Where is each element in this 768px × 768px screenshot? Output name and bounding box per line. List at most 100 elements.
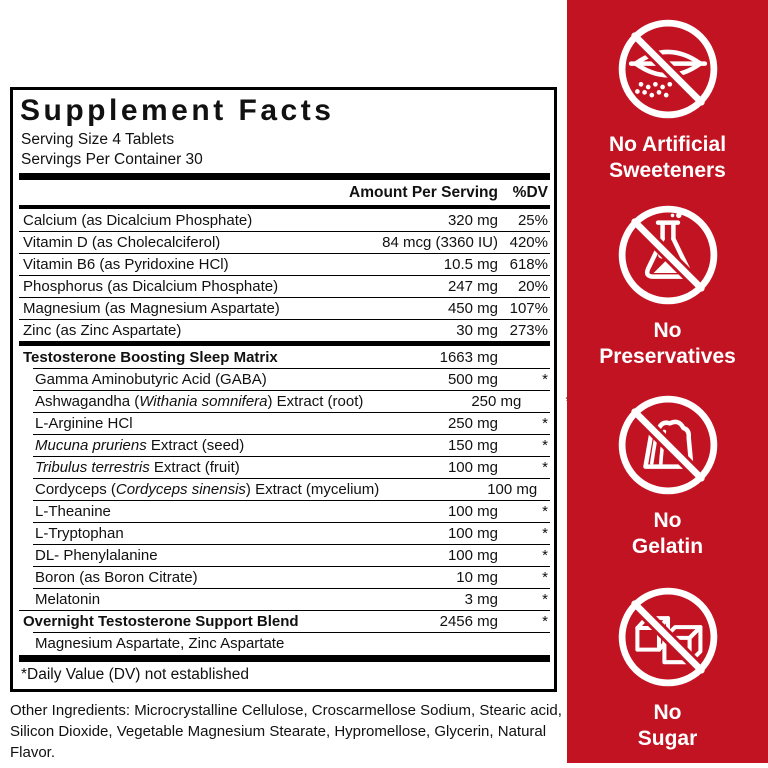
header-divider bbox=[19, 205, 550, 209]
footnote-divider bbox=[19, 655, 550, 662]
amount-value: 100 mg bbox=[447, 458, 498, 476]
dv-value: * bbox=[521, 393, 573, 410]
supplement-facts-panel: Supplement Facts Serving Size 4 Tablets … bbox=[10, 87, 587, 763]
ingredient-name: Tribulus terrestris Extract (fruit) bbox=[35, 458, 240, 476]
ingredient-name: Testosterone Boosting Sleep Matrix bbox=[23, 348, 278, 366]
table-row: DL- Phenylalanine 100 mg * bbox=[19, 544, 550, 566]
ingredient-name: Magnesium Aspartate, Zinc Aspartate bbox=[35, 634, 285, 652]
ingredient-name: Ashwagandha (Withania somnifera) Extract… bbox=[35, 392, 364, 410]
dv-value: 618% bbox=[509, 255, 548, 273]
servings-per-container: Servings Per Container 30 bbox=[21, 151, 203, 168]
amount-value: 30 mg bbox=[456, 321, 498, 339]
claim-badge: No Preservatives bbox=[567, 201, 768, 370]
dv-value: 273% bbox=[509, 321, 548, 339]
table-row: Boron (as Boron Citrate) 10 mg * bbox=[19, 566, 550, 588]
dv-value: 107% bbox=[509, 299, 548, 317]
dv-value: * bbox=[542, 524, 548, 542]
ingredient-name: Zinc (as Zinc Aspartate) bbox=[23, 321, 182, 339]
amount-value: 3 mg bbox=[464, 590, 498, 608]
thick-divider bbox=[19, 173, 550, 180]
table-row: Vitamin D (as Cholecalciferol) 84 mcg (33… bbox=[19, 231, 550, 253]
amount-value: 1663 mg bbox=[439, 348, 498, 366]
dv-value: * bbox=[542, 458, 548, 476]
ingredient-name: Vitamin B6 (as Pyridoxine HCl) bbox=[23, 255, 229, 273]
ingredient-name: Calcium (as Dicalcium Phosphate) bbox=[23, 211, 253, 229]
table-row: Ashwagandha (Withania somnifera) Extract… bbox=[19, 390, 571, 412]
amount-value: 84 mcg (3360 IU) bbox=[382, 233, 498, 251]
dv-value: * bbox=[542, 370, 548, 388]
ingredient-name: Overnight Testosterone Support Blend bbox=[23, 612, 299, 630]
ingredient-name: Cordyceps (Cordyceps sinensis) Extract (… bbox=[35, 480, 380, 498]
no-preservatives-icon bbox=[614, 201, 722, 309]
ingredient-name: Melatonin bbox=[35, 590, 101, 608]
amount-value: 500 mg bbox=[447, 370, 498, 388]
dv-value: * bbox=[542, 436, 548, 454]
table-row: Melatonin 3 mg * bbox=[19, 588, 550, 610]
ingredient-name: DL- Phenylalanine bbox=[35, 546, 158, 564]
amount-value: 10 mg bbox=[456, 568, 498, 586]
ingredient-name: Magnesium (as Magnesium Aspartate) bbox=[23, 299, 280, 317]
amount-value: 250 mg bbox=[471, 392, 522, 410]
table-row: Magnesium Aspartate, Zinc Aspartate bbox=[19, 632, 550, 654]
amount-per-serving-header: Amount Per Serving bbox=[349, 184, 498, 201]
claim-label: No Artificial Sweeteners bbox=[608, 133, 727, 182]
dv-value: * bbox=[542, 568, 548, 586]
no-gelatin-icon bbox=[614, 391, 722, 499]
table-row: Gamma Aminobutyric Acid (GABA) 500 mg * bbox=[19, 368, 550, 390]
ingredient-name: L-Theanine bbox=[35, 502, 111, 520]
claim-label: No Sugar bbox=[637, 701, 698, 750]
amount-value: 250 mg bbox=[447, 414, 498, 432]
claims-sidebar: No Artificial Sweeteners No Preservatives No… bbox=[567, 0, 768, 763]
amount-value: 450 mg bbox=[447, 299, 498, 317]
claim-label: No Preservatives bbox=[599, 319, 736, 368]
claim-badge: No Gelatin bbox=[567, 391, 768, 560]
dv-value: * bbox=[542, 414, 548, 432]
ingredient-name: Phosphorus (as Dicalcium Phosphate) bbox=[23, 277, 279, 295]
table-row: Testosterone Boosting Sleep Matrix 1663 m… bbox=[19, 346, 550, 368]
table-row: Vitamin B6 (as Pyridoxine HCl) 10.5 mg 618… bbox=[19, 253, 550, 275]
table-row: L-Theanine 100 mg * bbox=[19, 500, 550, 522]
amount-value: 10.5 mg bbox=[443, 255, 498, 273]
amount-value: 100 mg bbox=[447, 546, 498, 564]
table-header: Amount Per Serving %DV bbox=[19, 180, 550, 205]
other-ingredients-text: Other Ingredients: Microcrystalline Cell… bbox=[10, 702, 562, 761]
amount-value: 100 mg bbox=[487, 480, 538, 498]
ingredient-name: L-Tryptophan bbox=[35, 524, 124, 542]
table-row: Tribulus terrestris Extract (fruit) 100 m… bbox=[19, 456, 550, 478]
dv-value: * bbox=[542, 546, 548, 564]
amount-value: 150 mg bbox=[447, 436, 498, 454]
table-row: Phosphorus (as Dicalcium Phosphate) 247 m… bbox=[19, 275, 550, 297]
table-row: Overnight Testosterone Support Blend 2456… bbox=[19, 610, 550, 632]
supplement-facts-title: Supplement Facts bbox=[20, 94, 335, 127]
amount-value: 2456 mg bbox=[439, 612, 498, 630]
dv-value: * bbox=[542, 502, 548, 520]
claim-badge: No Sugar bbox=[567, 583, 768, 752]
ingredient-name: Boron (as Boron Citrate) bbox=[35, 568, 198, 586]
table-row: L-Arginine HCl 250 mg * bbox=[19, 412, 550, 434]
table-row: Zinc (as Zinc Aspartate) 30 mg 273% bbox=[19, 319, 550, 341]
dv-value: * bbox=[542, 612, 548, 630]
table-row: Calcium (as Dicalcium Phosphate) 320 mg 25… bbox=[19, 209, 550, 231]
ingredient-name: Gamma Aminobutyric Acid (GABA) bbox=[35, 370, 267, 388]
ingredient-name: Mucuna pruriens Extract (seed) bbox=[35, 436, 245, 454]
supplement-facts-box: Supplement Facts Serving Size 4 Tablets … bbox=[10, 87, 587, 692]
table-row: L-Tryptophan 100 mg * bbox=[19, 522, 550, 544]
dv-value: 25% bbox=[517, 211, 548, 229]
table-row: Cordyceps (Cordyceps sinensis) Extract (… bbox=[19, 478, 587, 500]
supplement-table: Calcium (as Dicalcium Phosphate) 320 mg 25… bbox=[19, 209, 587, 654]
amount-value: 320 mg bbox=[447, 211, 498, 229]
dv-header: %DV bbox=[512, 184, 548, 201]
amount-value: 100 mg bbox=[447, 502, 498, 520]
claim-label: No Gelatin bbox=[631, 509, 704, 558]
amount-value: 100 mg bbox=[447, 524, 498, 542]
ingredient-name: Vitamin D (as Cholecalciferol) bbox=[23, 233, 221, 251]
no-sugar-icon bbox=[614, 583, 722, 691]
amount-value: 247 mg bbox=[447, 277, 498, 295]
serving-size: Serving Size 4 Tablets bbox=[21, 131, 175, 148]
table-row: Mucuna pruriens Extract (seed) 150 mg * bbox=[19, 434, 550, 456]
dv-value: * bbox=[542, 590, 548, 608]
section-divider bbox=[19, 341, 550, 346]
table-row: Magnesium (as Magnesium Aspartate) 450 mg… bbox=[19, 297, 550, 319]
ingredient-name: L-Arginine HCl bbox=[35, 414, 133, 432]
